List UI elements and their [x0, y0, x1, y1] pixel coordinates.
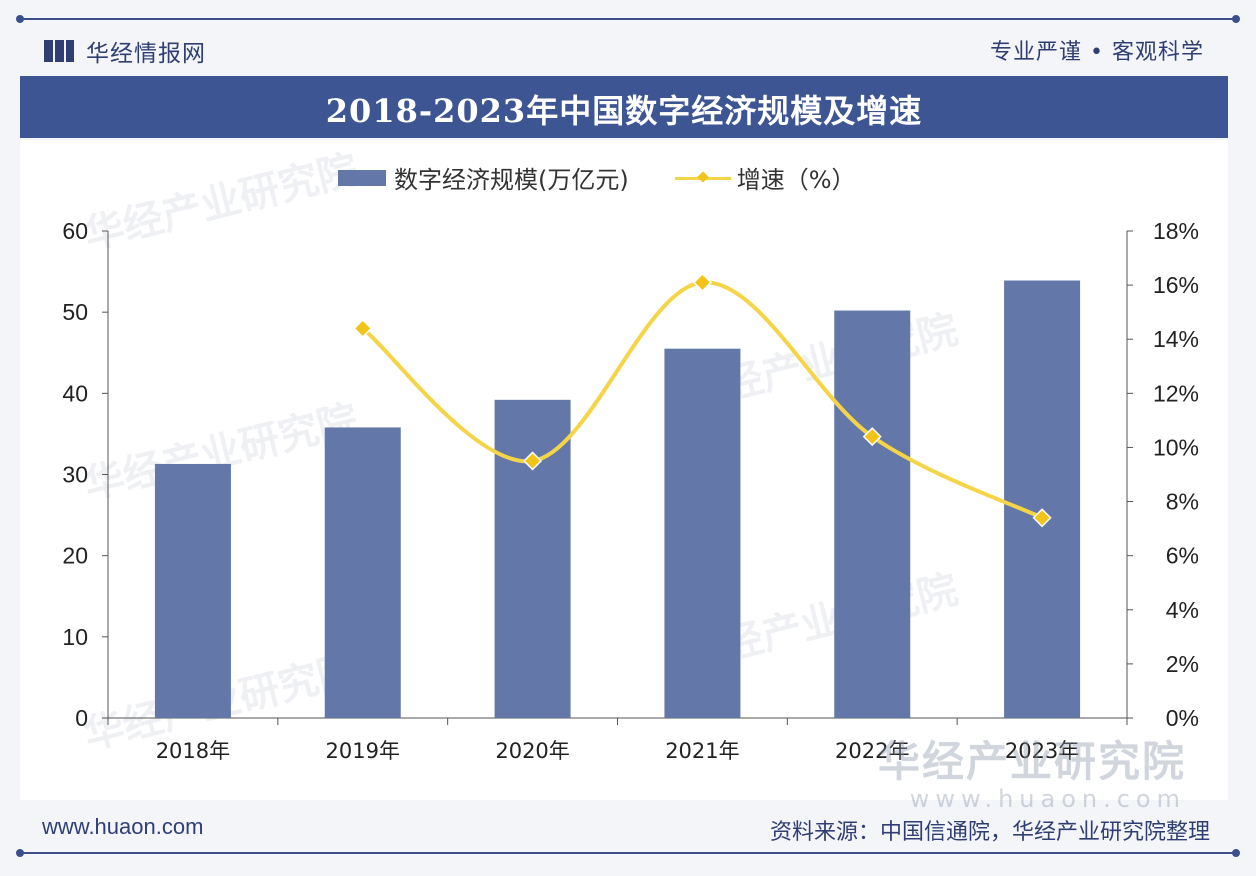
bar	[154, 463, 231, 718]
x-tick-label: 2018年	[156, 739, 230, 763]
y-right-tick-label: 12%	[1153, 380, 1199, 406]
y-left-tick-label: 20	[62, 543, 88, 569]
legend-line-swatch	[674, 170, 731, 186]
y-left-tick-label: 30	[62, 462, 88, 488]
x-tick-label: 2023年	[1005, 739, 1079, 763]
bar	[664, 348, 741, 718]
y-right-tick-label: 10%	[1153, 434, 1199, 460]
legend: 数字经济规模(万亿元) 增速（%）	[338, 160, 856, 195]
bar	[834, 310, 911, 718]
bottom-rule	[16, 849, 1240, 857]
y-right-tick-label: 2%	[1166, 651, 1199, 677]
motto: 专业严谨 • 客观科学	[990, 40, 1204, 65]
brand-logo-icon	[44, 40, 74, 62]
y-right-tick-label: 6%	[1166, 543, 1199, 569]
y-right-tick-label: 8%	[1166, 489, 1199, 515]
brand: 华经情报网	[44, 34, 206, 68]
footer-site: www.huaon.com	[42, 814, 204, 839]
top-rule	[16, 15, 1240, 23]
y-right-tick-label: 0%	[1166, 705, 1199, 731]
brand-name: 华经情报网	[86, 41, 206, 67]
x-tick-label: 2021年	[665, 739, 739, 763]
x-tick-label: 2022年	[835, 739, 909, 763]
y-right-tick-label: 16%	[1153, 272, 1199, 298]
title-bar: 2018-2023年中国数字经济规模及增速	[20, 76, 1228, 138]
chart-title: 2018-2023年中国数字经济规模及增速	[325, 92, 923, 130]
growth-marker	[523, 451, 543, 471]
bar	[1004, 280, 1081, 718]
growth-marker	[692, 272, 712, 292]
x-tick-label: 2020年	[495, 739, 569, 763]
y-left-tick-label: 40	[62, 380, 88, 406]
x-tick-label: 2019年	[326, 739, 400, 763]
y-left-tick-label: 50	[62, 299, 88, 325]
y-right-tick-label: 18%	[1153, 218, 1199, 244]
growth-marker	[862, 427, 882, 447]
y-left-tick-label: 60	[62, 218, 88, 244]
y-right-tick-label: 14%	[1153, 326, 1199, 352]
growth-marker	[1032, 508, 1052, 528]
legend-bar-label: 数字经济规模(万亿元)	[394, 166, 629, 194]
y-right-tick-label: 4%	[1166, 597, 1199, 623]
legend-bar-swatch	[338, 169, 386, 186]
legend-line-label: 增速（%）	[736, 166, 856, 194]
growth-marker	[353, 318, 373, 338]
y-left-tick-label: 0	[75, 705, 88, 731]
y-left-tick-label: 10	[62, 624, 88, 650]
bar	[324, 427, 401, 718]
footer-source: 资料来源：中国信通院，华经产业研究院整理	[769, 820, 1210, 845]
